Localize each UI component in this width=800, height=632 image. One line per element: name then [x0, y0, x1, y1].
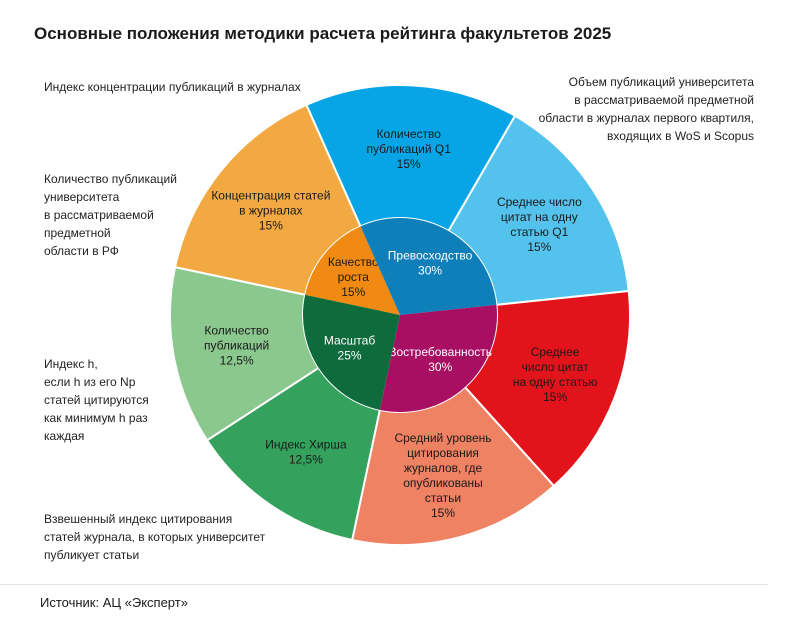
outer-segment-label: Количество публикаций Q1 15%: [366, 127, 451, 171]
outer-segment-label: Количество публикаций 12,5%: [204, 323, 269, 367]
note-count-rf: Количество публикаций университета в рас…: [44, 172, 177, 258]
source-note: Источник: АЦ «Эксперт»: [40, 595, 188, 610]
outer-segment-label: Концентрация статей в журналах 15%: [211, 188, 330, 232]
outer-segment-label: Среднее число цитат на одну статью 15%: [513, 345, 598, 404]
chart-title: Основные положения методики расчета рейт…: [34, 24, 612, 43]
inner-segment-label: Превосходство 30%: [388, 248, 473, 277]
outer-segment-label: Среднее число цитат на одну статью Q1 15%: [497, 195, 582, 254]
note-hirsch: Индекс h, если h из его Np статей цитиру…: [44, 357, 149, 443]
note-weighted: Взвешенный индекс цитирования статей жур…: [44, 512, 266, 562]
inner-segment-label: Качество роста 15%: [328, 255, 379, 299]
divider: [0, 584, 768, 585]
inner-segment: [305, 226, 400, 315]
inner-segment-label: Востребованность 30%: [388, 345, 492, 374]
inner-segment: [379, 304, 497, 412]
outer-segment: [463, 289, 631, 488]
outer-segment-label: Индекс Хирша 12,5%: [265, 437, 347, 466]
outer-segment-label: Средний уровень цитирования журналов, где о…: [394, 431, 491, 520]
inner-segment-label: Масштаб 25%: [324, 333, 375, 362]
note-q1: Объем публикаций университета в рассматр…: [538, 75, 754, 143]
inner-segment: [303, 294, 400, 410]
note-concentration: Индекс концентрации публикаций в журнала…: [44, 80, 301, 94]
inner-segment: [360, 218, 497, 315]
